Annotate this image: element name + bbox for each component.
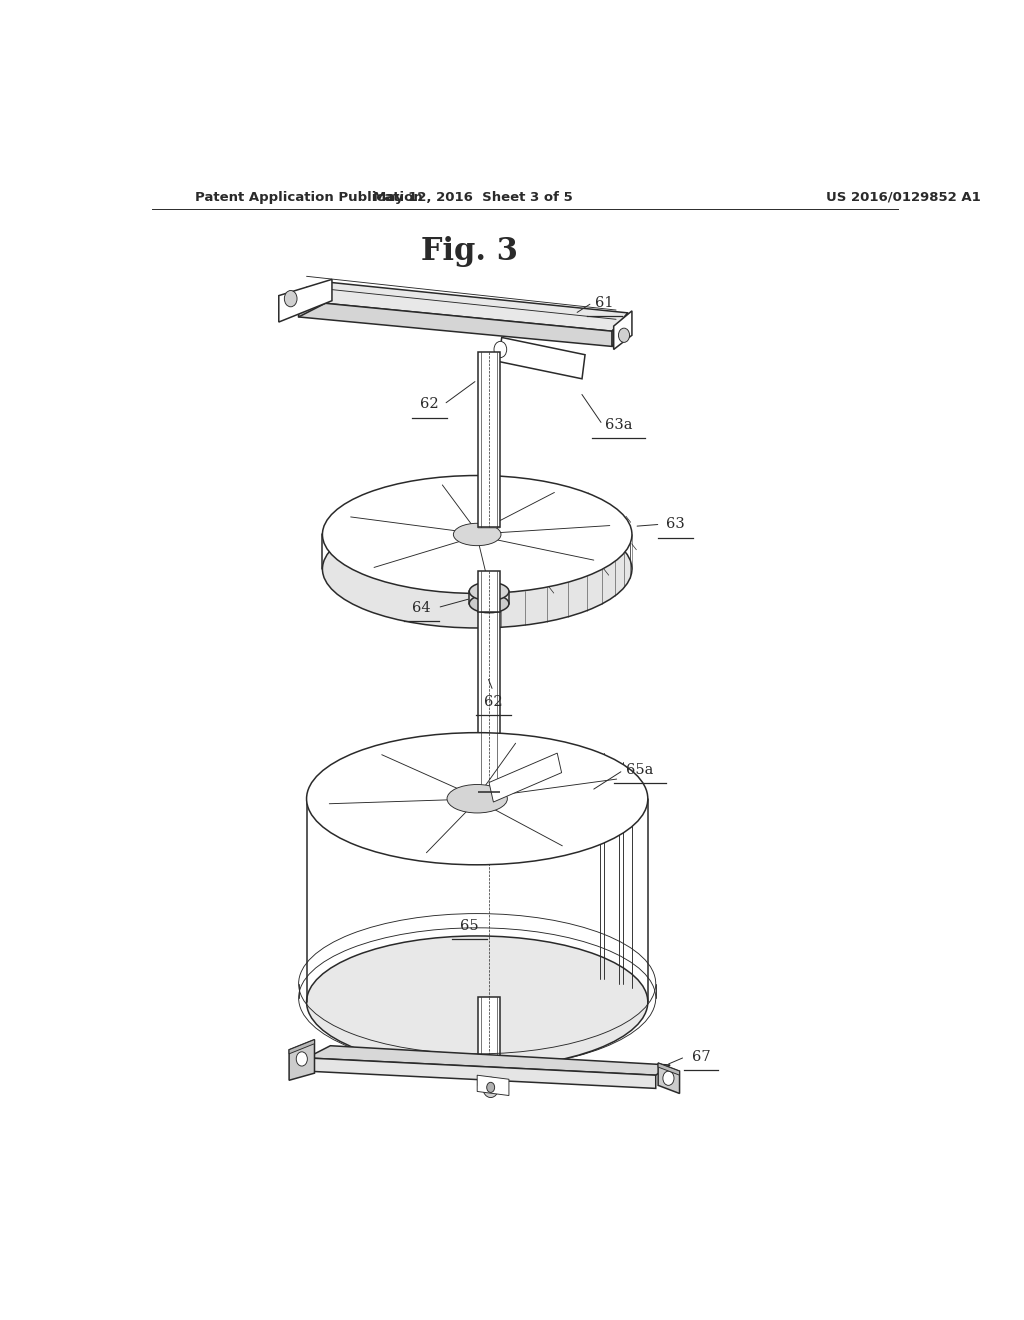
Text: 62: 62 [420, 397, 439, 412]
Polygon shape [658, 1063, 680, 1093]
Text: 65: 65 [460, 919, 478, 933]
Ellipse shape [306, 733, 648, 865]
Polygon shape [478, 572, 500, 611]
Circle shape [285, 290, 297, 306]
Polygon shape [299, 282, 628, 331]
Ellipse shape [323, 510, 632, 628]
Ellipse shape [454, 523, 501, 545]
Text: Fig. 3: Fig. 3 [421, 236, 518, 267]
Ellipse shape [469, 582, 509, 601]
Ellipse shape [447, 784, 507, 813]
Ellipse shape [469, 594, 509, 612]
Polygon shape [478, 603, 500, 792]
Polygon shape [612, 313, 628, 346]
Circle shape [296, 1052, 307, 1067]
Polygon shape [477, 1076, 509, 1096]
Ellipse shape [306, 936, 648, 1068]
Circle shape [494, 342, 507, 358]
Polygon shape [289, 1040, 314, 1053]
Polygon shape [289, 1040, 314, 1080]
Circle shape [618, 329, 630, 342]
Polygon shape [478, 997, 500, 1085]
Circle shape [486, 1082, 495, 1093]
Text: May 12, 2016  Sheet 3 of 5: May 12, 2016 Sheet 3 of 5 [374, 191, 573, 203]
Text: Patent Application Publication: Patent Application Publication [196, 191, 423, 203]
Text: 63: 63 [667, 517, 685, 532]
Polygon shape [658, 1063, 680, 1076]
Polygon shape [306, 1045, 670, 1076]
Polygon shape [306, 1057, 655, 1089]
Circle shape [663, 1071, 674, 1085]
Polygon shape [279, 280, 332, 322]
Polygon shape [613, 312, 632, 350]
Text: 63a: 63a [605, 417, 632, 432]
Text: US 2016/0129852 A1: US 2016/0129852 A1 [826, 191, 981, 203]
Polygon shape [489, 754, 561, 803]
Polygon shape [299, 282, 331, 317]
Text: 61: 61 [595, 296, 613, 310]
Ellipse shape [323, 475, 632, 594]
Circle shape [482, 1077, 499, 1097]
Text: 65a: 65a [627, 763, 653, 777]
Text: 64: 64 [413, 601, 431, 615]
Polygon shape [299, 301, 612, 346]
Text: 67: 67 [691, 1049, 711, 1064]
Polygon shape [499, 338, 585, 379]
Polygon shape [478, 351, 500, 528]
Text: 62: 62 [483, 696, 503, 709]
